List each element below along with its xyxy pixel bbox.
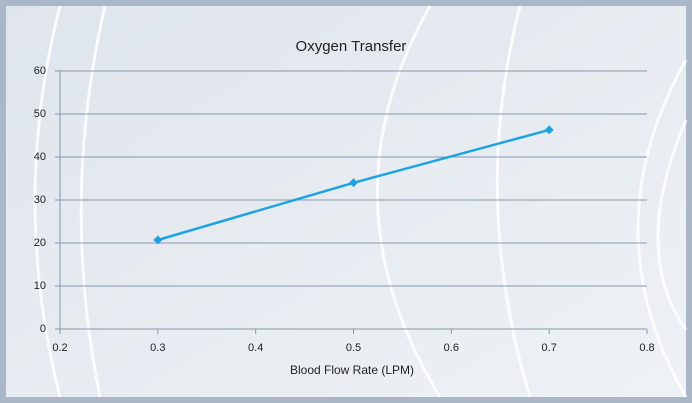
point-marker (349, 178, 358, 188)
x-tick-label: 0.3 (150, 342, 165, 354)
y-tick-label: 40 (34, 151, 46, 163)
y-tick-label: 60 (34, 65, 46, 77)
x-tick-label: 0.6 (444, 342, 459, 354)
y-tick-label: 50 (34, 108, 46, 120)
point-marker (153, 235, 163, 245)
x-tick-label: 0.7 (542, 342, 557, 354)
y-tick-label: 0 (40, 323, 46, 335)
x-tick-label: 0.8 (639, 342, 654, 354)
y-tick-label: 10 (34, 280, 46, 292)
x-tick-label: 0.5 (346, 342, 361, 354)
background (6, 6, 686, 397)
x-tick-label: 0.2 (52, 342, 67, 354)
chart-title: Oxygen Transfer (296, 38, 407, 55)
x-tick-label: 0.4 (248, 342, 263, 354)
decor-arcs (33, 5, 688, 398)
point-marker (544, 125, 554, 135)
y-tick-label: 20 (34, 237, 46, 249)
x-axis-title: Blood Flow Rate (LPM) (290, 363, 414, 377)
y-tick-label: 30 (34, 194, 46, 206)
